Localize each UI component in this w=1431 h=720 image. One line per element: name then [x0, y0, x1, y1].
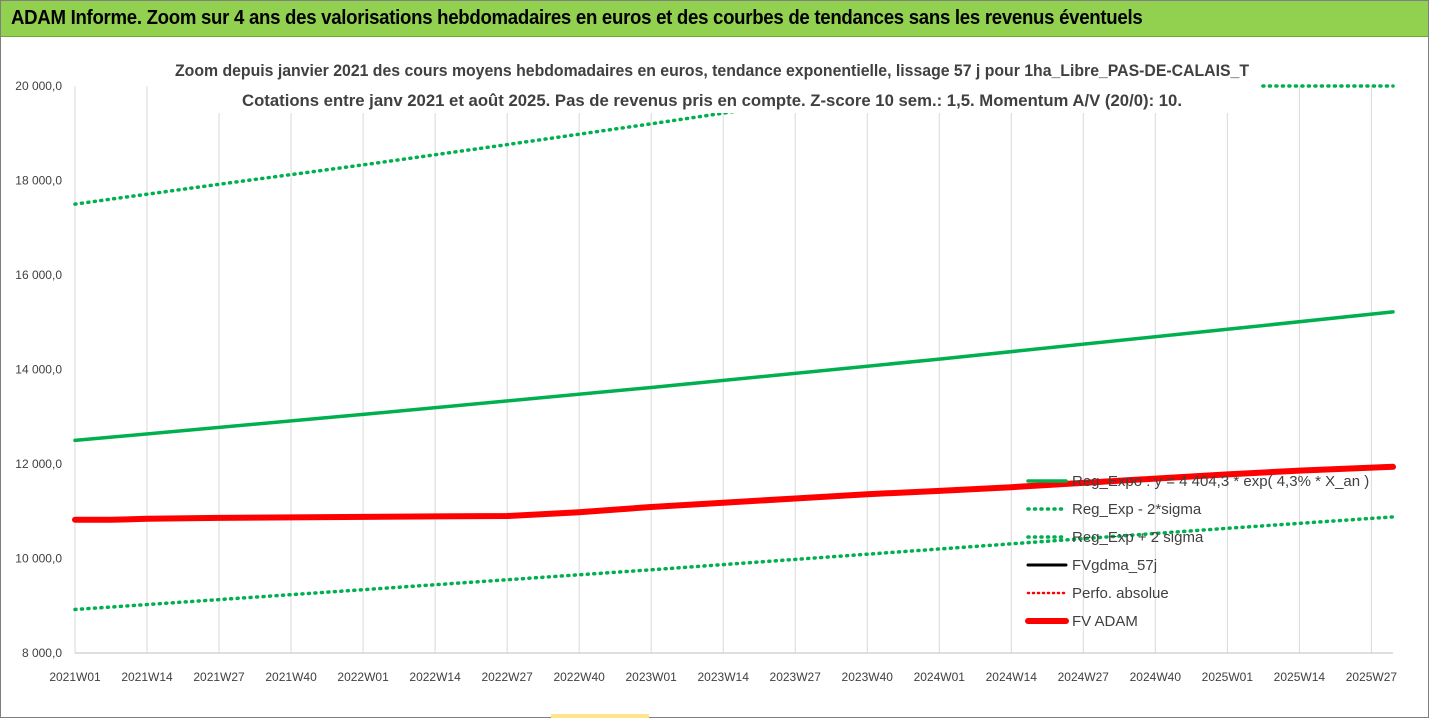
y-tick-label: 16 000,0: [15, 268, 62, 282]
y-tick-label: 14 000,0: [15, 363, 62, 377]
x-tick-label: 2023W27: [770, 670, 822, 684]
legend: Reg_Expo : y = 4 404,3 * exp( 4,3% * X_a…: [1025, 473, 1369, 630]
series-line-1: [73, 515, 1395, 612]
y-tick-label: 18 000,0: [15, 174, 62, 188]
legend-label: Reg_Expo : y = 4 404,3 * exp( 4,3% * X_a…: [1072, 473, 1369, 490]
legend-label: Reg_Exp + 2 sigma: [1072, 529, 1204, 546]
x-tick-label: 2021W14: [121, 670, 173, 684]
legend-label: FV ADAM: [1072, 613, 1138, 630]
page-title: ADAM Informe. Zoom sur 4 ans des valoris…: [11, 7, 1143, 29]
x-tick-label: 2022W01: [337, 670, 389, 684]
legend-label: Reg_Exp - 2*sigma: [1072, 501, 1202, 518]
x-tick-label: 2024W01: [914, 670, 966, 684]
x-tick-label: 2022W14: [409, 670, 461, 684]
y-axis: 8 000,0 10 000,0 12 000,0 14 000,0 16 000,0 1…: [15, 79, 62, 660]
x-tick-label: 2023W14: [698, 670, 750, 684]
x-tick-label: 2021W27: [193, 670, 245, 684]
x-tick-label: 2023W01: [625, 670, 677, 684]
x-tick-label: 2024W14: [986, 670, 1038, 684]
gridlines: [74, 86, 1393, 654]
x-tick-label: 2025W27: [1346, 670, 1398, 684]
x-tick-label: 2022W27: [481, 670, 533, 684]
x-tick-label: 2021W01: [49, 670, 101, 684]
x-tick-label: 2025W01: [1202, 670, 1254, 684]
chart-title-background: [170, 55, 1260, 113]
x-tick-label: 2025W14: [1274, 670, 1326, 684]
y-tick-label: 10 000,0: [15, 552, 62, 566]
chart-title: Zoom depuis janvier 2021 des cours moyen…: [175, 61, 1250, 80]
chart-subtitle: Cotations entre janv 2021 et août 2025. …: [242, 91, 1182, 110]
sheet-tab-marker: [551, 714, 649, 718]
legend-label: FVgdma_57j: [1072, 557, 1157, 574]
series-line-0: [73, 310, 1395, 443]
y-tick-label: 12 000,0: [15, 457, 62, 471]
x-tick-label: 2023W40: [842, 670, 894, 684]
legend-label: Perfo. absolue: [1072, 585, 1169, 602]
series-group: [72, 84, 1396, 612]
x-tick-label: 2022W40: [553, 670, 605, 684]
x-tick-label: 2024W40: [1130, 670, 1182, 684]
x-tick-label: 2021W40: [265, 670, 317, 684]
x-tick-label: 2024W27: [1058, 670, 1110, 684]
y-tick-label: 20 000,0: [15, 79, 62, 93]
series-line-5: [72, 463, 1396, 523]
header-bar: ADAM Informe. Zoom sur 4 ans des valoris…: [1, 1, 1428, 37]
x-axis: 2021W01 2021W14 2021W27 2021W40 2022W01 2022W…: [49, 670, 1397, 684]
y-tick-label: 8 000,0: [22, 646, 62, 660]
